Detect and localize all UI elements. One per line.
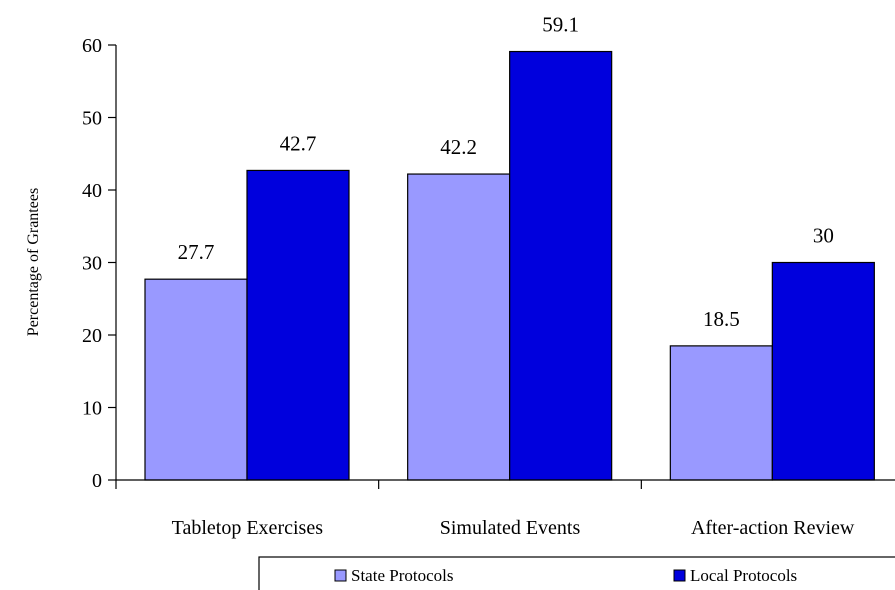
category-label-2: After-action Review: [691, 517, 855, 539]
y-tick-label-50: 50: [82, 108, 102, 130]
data-label-1-1: 59.1: [542, 13, 579, 37]
data-labels-group: 27.7 42.7 42.2 59.1 18.5 30: [178, 13, 834, 331]
legend-label-0: State Protocols: [351, 566, 453, 585]
y-tick-label-30: 30: [82, 253, 102, 275]
y-tick-label-60: 60: [82, 35, 102, 57]
bar-state-protocols-2: [669, 345, 773, 481]
data-label-0-2: 18.5: [703, 307, 740, 331]
category-label-1: Simulated Events: [440, 517, 581, 539]
bar-local-protocols-1: [509, 50, 613, 481]
legend: State Protocols Local Protocols: [258, 556, 895, 590]
y-tick-label-0: 0: [92, 470, 102, 492]
bar-local-protocols-0: [246, 169, 350, 481]
y-tick-label-10: 10: [82, 398, 102, 420]
data-label-1-0: 42.7: [280, 131, 317, 155]
y-tick-label-40: 40: [82, 180, 102, 202]
y-axis-title: Percentage of Grantees: [25, 188, 42, 336]
legend-swatch-0: [334, 569, 347, 582]
y-axis-title-group: Percentage of Grantees: [25, 188, 42, 336]
data-label-0-0: 27.7: [178, 240, 215, 264]
legend-box: [258, 556, 895, 590]
bar-state-protocols-1: [407, 173, 511, 481]
bar-local-protocols-2: [771, 261, 875, 481]
data-label-1-2: 30: [813, 224, 834, 248]
legend-label-1: Local Protocols: [690, 566, 797, 585]
bar-state-protocols-0: [144, 278, 248, 481]
data-label-0-1: 42.2: [440, 135, 477, 159]
category-labels-group: Tabletop Exercises Simulated Events After-…: [172, 517, 855, 539]
y-axis-ticks: 0 10 20 30 40 50 60: [82, 35, 116, 492]
legend-swatch-1: [673, 569, 686, 582]
y-tick-label-20: 20: [82, 325, 102, 347]
axes-group: [115, 45, 895, 489]
category-label-0: Tabletop Exercises: [172, 517, 324, 539]
bars-group: [144, 50, 875, 481]
